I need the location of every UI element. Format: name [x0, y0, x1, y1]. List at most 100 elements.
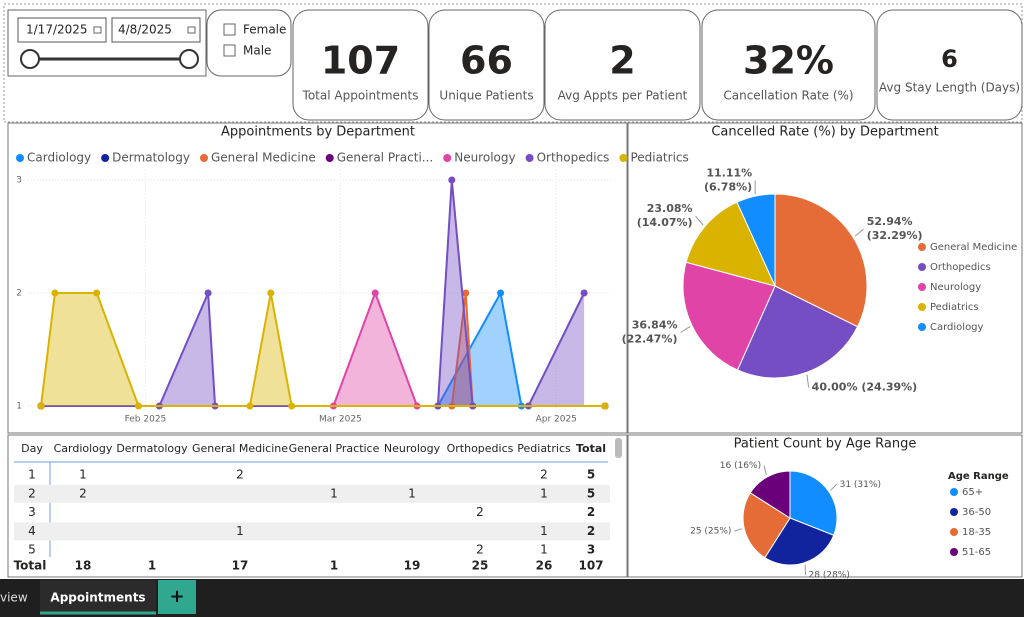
table-total: 1: [148, 559, 156, 573]
point: [580, 289, 588, 297]
legend-marker: [200, 154, 208, 162]
add-tab[interactable]: +: [169, 586, 184, 607]
legend-title: Age Range: [948, 471, 1009, 482]
leader-line: [854, 228, 865, 237]
table-cell: 1: [79, 468, 87, 482]
tab[interactable]: view: [0, 591, 28, 605]
table-total: Total: [14, 559, 47, 573]
table-total: 107: [578, 559, 603, 573]
add-tab-button[interactable]: [158, 580, 196, 614]
point: [246, 402, 254, 410]
legend-marker: [619, 154, 628, 162]
table-header: Neurology: [384, 442, 441, 455]
pie-slice: [789, 470, 838, 536]
legend-label: General Medicine: [211, 151, 316, 165]
legend-marker: [950, 528, 958, 536]
pie-slice: [749, 470, 791, 519]
start-date: 1/17/2025: [26, 23, 88, 37]
table-total: 26: [536, 559, 553, 573]
legend-marker: [525, 154, 534, 162]
table-cell: 5: [587, 468, 595, 482]
legend-label: Neurology: [454, 151, 515, 165]
table-header: General Practice: [289, 442, 380, 455]
point: [462, 289, 470, 297]
table-header: General Medicine: [192, 442, 288, 455]
kpi-card: [428, 9, 545, 121]
table-cell: 1: [408, 486, 416, 500]
legend-label: 36-50: [962, 507, 991, 518]
kpi-label: Avg Stay Length (Days): [879, 81, 1020, 95]
checkbox-label: Male: [243, 44, 271, 58]
tab[interactable]: Appointments: [50, 591, 145, 605]
table-total: 17: [232, 559, 249, 573]
table-header: Pediatrics: [517, 442, 571, 455]
y-tick-label: 1: [16, 402, 22, 412]
kpi-value: 107: [321, 39, 400, 83]
pie-slice: [736, 193, 776, 287]
row-band: [14, 522, 610, 541]
panel: [7, 122, 628, 434]
data-label: 23.08%: [647, 202, 693, 215]
legend-marker: [101, 154, 110, 162]
table-cell: 1: [540, 486, 548, 500]
legend-marker: [918, 243, 926, 251]
end-date-input[interactable]: [111, 17, 201, 43]
kpi-value: 66: [460, 39, 513, 83]
point: [288, 402, 296, 410]
kpi-value: 2: [609, 39, 635, 83]
table-header: Day: [21, 442, 43, 455]
slider-handle[interactable]: [20, 49, 40, 69]
data-label: 16 (16%): [720, 461, 761, 471]
table-cell: 2: [79, 486, 87, 500]
y-tick-label: 2: [16, 289, 22, 299]
legend-marker: [16, 154, 24, 162]
checkbox[interactable]: [223, 44, 236, 57]
scrollbar[interactable]: [615, 438, 622, 458]
table-cell: 1: [330, 486, 338, 500]
point: [267, 289, 275, 297]
area: [41, 293, 605, 406]
data-label: 25 (25%): [690, 527, 731, 537]
table-cell: 2: [540, 468, 548, 482]
legend-label: Cardiology: [930, 322, 984, 333]
table-cell: 2: [28, 486, 36, 500]
point: [601, 402, 609, 410]
x-tick-label: Mar 2025: [319, 415, 362, 425]
kpi-card: [701, 9, 876, 121]
table-cell: 5: [28, 543, 36, 557]
checkbox-label: Female: [243, 23, 286, 37]
table-cell: 2: [476, 505, 484, 519]
table-cell: 5: [587, 486, 595, 500]
calendar-icon: [93, 26, 102, 34]
point: [134, 402, 142, 410]
kpi-value: 6: [941, 45, 958, 73]
table-cell: 1: [540, 543, 548, 557]
tab-active[interactable]: [40, 580, 156, 614]
leader-line: [695, 215, 704, 226]
legend-marker: [918, 303, 926, 311]
chart-title: Cancelled Rate (%) by Department: [711, 125, 938, 140]
start-date-input[interactable]: [17, 17, 107, 43]
legend-label: 18-35: [962, 527, 991, 538]
slider-handle[interactable]: [179, 49, 199, 69]
table-cell: 2: [476, 543, 484, 557]
point: [93, 289, 101, 297]
point: [448, 176, 456, 184]
legend-marker: [918, 323, 926, 331]
legend-label: Orthopedics: [930, 262, 991, 273]
legend-label: Pediatrics: [630, 151, 688, 165]
data-label: 31 (31%): [840, 480, 881, 490]
area: [41, 293, 605, 406]
table-cell: 3: [587, 543, 595, 557]
end-date: 4/8/2025: [118, 23, 172, 37]
row-band: [14, 484, 610, 503]
table-cell: 2: [587, 524, 595, 538]
leader-line: [806, 374, 810, 388]
table-total: 19: [404, 559, 421, 573]
legend-marker: [950, 548, 958, 556]
checkbox[interactable]: [223, 23, 236, 36]
table-header: Dermatology: [116, 442, 188, 455]
pie-slice: [742, 492, 791, 559]
pie-slice: [682, 261, 776, 371]
